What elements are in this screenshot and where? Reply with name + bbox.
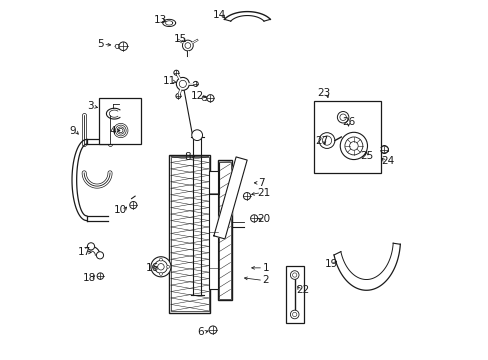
- Circle shape: [179, 80, 186, 87]
- Circle shape: [208, 326, 217, 334]
- Bar: [219, 162, 230, 299]
- Circle shape: [290, 271, 298, 279]
- Text: 17: 17: [78, 247, 91, 257]
- Bar: [217, 160, 231, 300]
- Circle shape: [87, 243, 94, 250]
- Circle shape: [151, 257, 171, 277]
- Circle shape: [243, 193, 250, 200]
- Circle shape: [96, 252, 103, 259]
- Bar: [169, 155, 210, 313]
- Circle shape: [191, 130, 202, 140]
- Text: 5: 5: [97, 40, 103, 49]
- Circle shape: [154, 260, 167, 273]
- Circle shape: [176, 77, 189, 90]
- Text: 15: 15: [173, 35, 186, 44]
- Text: 13: 13: [153, 15, 166, 26]
- Circle shape: [174, 70, 179, 75]
- Circle shape: [159, 258, 162, 261]
- Circle shape: [322, 136, 331, 145]
- Bar: [99, 98, 140, 144]
- Circle shape: [380, 145, 387, 153]
- Circle shape: [166, 265, 169, 268]
- Text: 25: 25: [359, 150, 372, 161]
- Text: 6: 6: [197, 327, 203, 337]
- Circle shape: [339, 114, 346, 121]
- Polygon shape: [213, 157, 246, 239]
- Text: 11: 11: [163, 76, 176, 86]
- Bar: [285, 266, 303, 323]
- Circle shape: [349, 141, 357, 150]
- Circle shape: [193, 81, 198, 86]
- Circle shape: [206, 95, 214, 102]
- Text: 1: 1: [262, 263, 269, 273]
- Circle shape: [290, 310, 298, 319]
- Text: 19: 19: [324, 259, 337, 269]
- Circle shape: [344, 137, 362, 155]
- Text: 20: 20: [257, 215, 270, 224]
- Circle shape: [292, 312, 296, 317]
- Text: 2: 2: [262, 275, 269, 285]
- Circle shape: [182, 40, 193, 51]
- Text: 10: 10: [114, 206, 127, 216]
- Text: 27: 27: [314, 136, 327, 146]
- Circle shape: [340, 132, 367, 159]
- Bar: [208, 171, 217, 289]
- Text: 16: 16: [145, 263, 158, 273]
- Text: 4: 4: [109, 126, 116, 135]
- Circle shape: [159, 273, 162, 275]
- Circle shape: [97, 273, 103, 279]
- Text: 18: 18: [83, 273, 96, 283]
- Text: 26: 26: [341, 117, 354, 127]
- Text: 8: 8: [183, 152, 190, 162]
- Circle shape: [250, 215, 257, 222]
- Bar: [314, 101, 380, 173]
- Circle shape: [184, 42, 190, 48]
- Text: 12: 12: [190, 91, 203, 101]
- Text: 3: 3: [87, 102, 93, 112]
- Text: 7: 7: [258, 178, 264, 188]
- Circle shape: [337, 112, 348, 123]
- Circle shape: [176, 94, 181, 99]
- Circle shape: [129, 202, 137, 209]
- Text: 22: 22: [296, 285, 309, 296]
- Circle shape: [319, 133, 334, 148]
- Circle shape: [152, 265, 155, 268]
- Circle shape: [292, 273, 296, 277]
- Bar: [171, 157, 208, 311]
- Circle shape: [158, 264, 164, 270]
- Text: 9: 9: [69, 126, 76, 135]
- Text: 14: 14: [212, 10, 225, 20]
- Text: 21: 21: [257, 188, 270, 198]
- Text: 23: 23: [317, 88, 330, 98]
- Circle shape: [119, 42, 127, 50]
- Text: 24: 24: [381, 156, 394, 166]
